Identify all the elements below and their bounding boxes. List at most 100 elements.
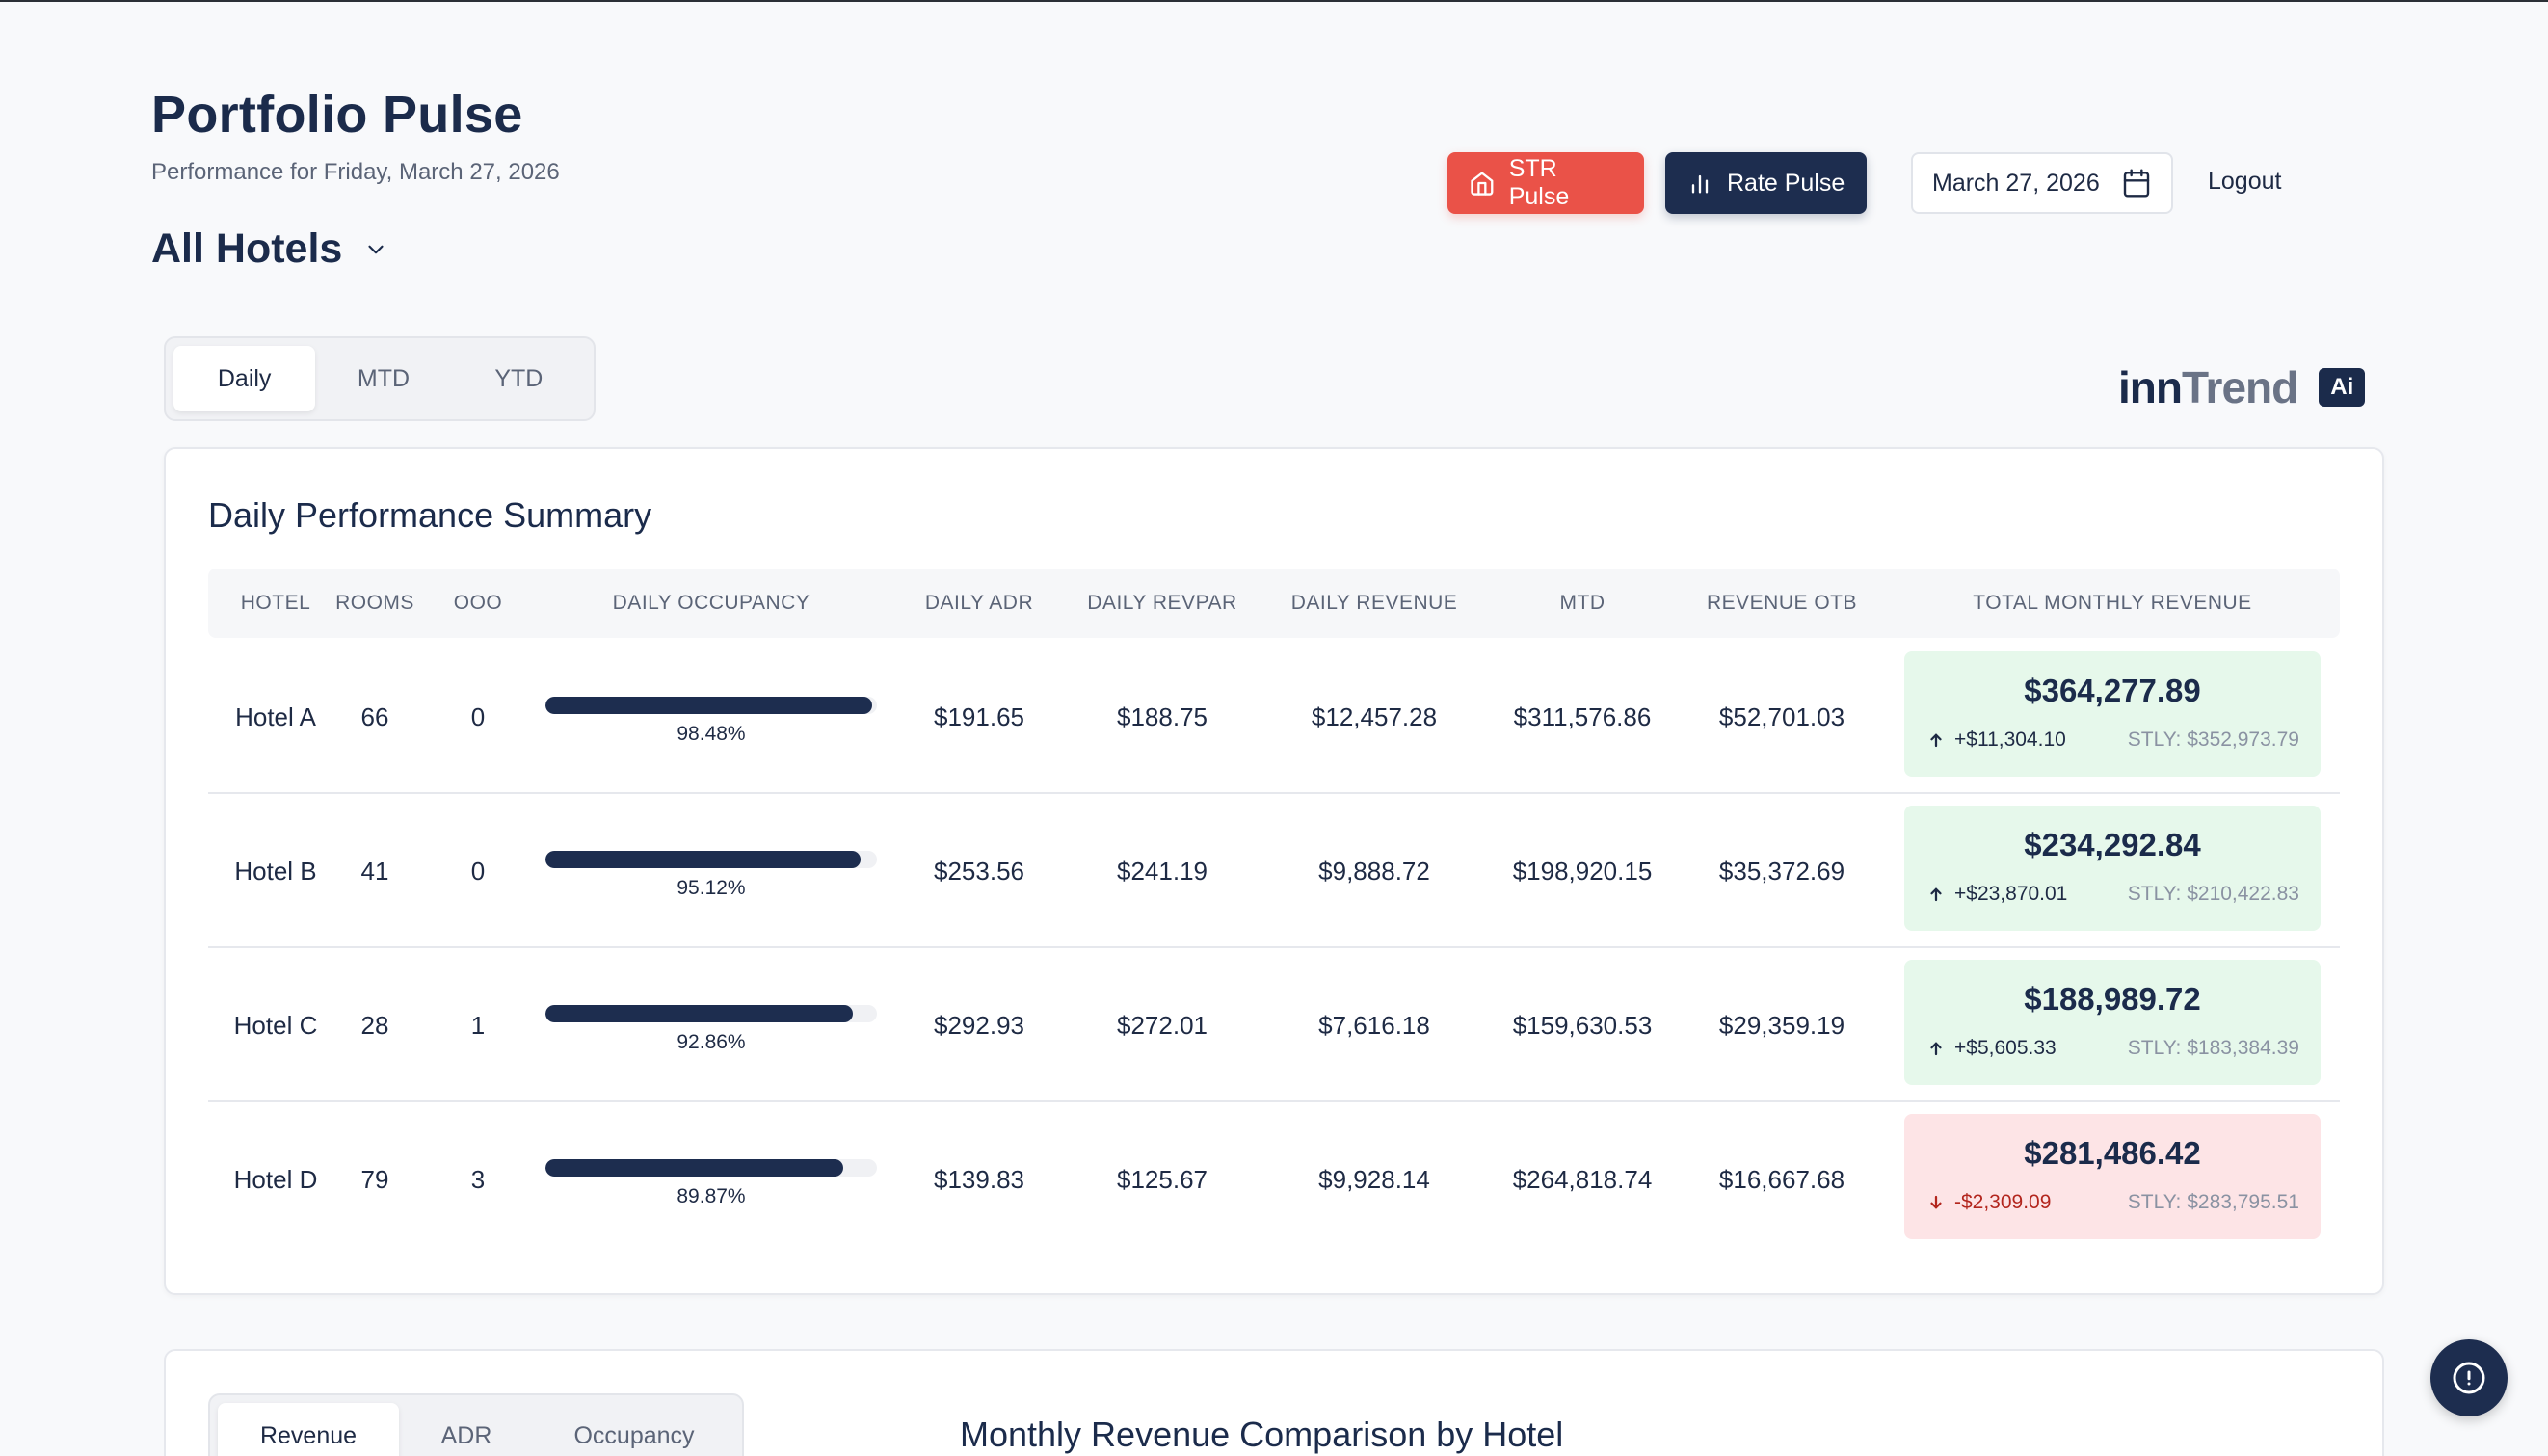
cell-revpar: $188.75: [1117, 702, 1208, 731]
cell-adr: $139.83: [934, 1165, 1024, 1194]
occupancy-bar-fill: [545, 851, 862, 868]
arrow-up-icon: [1930, 887, 1942, 902]
table-row: Hotel D 79 3 $139.83 $125.67 $9,928.14 $264,81…: [208, 1102, 2340, 1257]
cell-mtd: $311,576.86: [1513, 702, 1652, 731]
occupancy-bar: [545, 851, 877, 868]
total-revenue-delta: -$2,309.09: [1927, 1191, 2051, 1214]
cell-revpar: $272.01: [1117, 1011, 1208, 1040]
occupancy-bar: [545, 1159, 877, 1177]
tab-ytd[interactable]: YTD: [494, 364, 544, 392]
delta-value: -$2,309.09: [1954, 1191, 2052, 1213]
daily-performance-card: Daily Performance Summary HOTEL ROOMS OO…: [164, 447, 2384, 1295]
col-ooo: OOO: [453, 592, 503, 614]
cell-otb: $35,372.69: [1718, 857, 1845, 886]
cell-adr: $253.56: [934, 857, 1024, 886]
table-header: HOTEL ROOMS OOO DAILY OCCUPANCY DAILY AD…: [208, 569, 2340, 638]
cell-otb: $29,359.19: [1718, 1011, 1845, 1040]
alert-circle-icon: [2453, 1362, 2485, 1394]
delta-value: +$11,304.10: [1954, 728, 2066, 751]
cell-revenue: $12,457.28: [1311, 702, 1438, 731]
total-revenue-delta: +$11,304.10: [1927, 728, 2066, 752]
logo-wordmark: innTrend: [2118, 361, 2298, 413]
occupancy-value: 95.12%: [677, 877, 746, 899]
total-revenue-amount: $364,277.89: [2024, 673, 2201, 708]
period-tabs: Daily MTD YTD: [164, 336, 596, 421]
tab-adr[interactable]: ADR: [440, 1421, 492, 1449]
cell-mtd: $264,818.74: [1512, 1165, 1653, 1194]
cell-revenue: $9,928.14: [1318, 1165, 1430, 1194]
str-pulse-button[interactable]: STR Pulse: [1447, 152, 1644, 214]
cell-otb: $52,701.03: [1718, 702, 1845, 731]
total-revenue-card: $364,277.89 +$11,304.10 STLY: $352,973.7…: [1904, 651, 2321, 777]
cell-rooms: 41: [360, 857, 389, 886]
arrow-down-icon: [1930, 1195, 1942, 1209]
date-picker-value: March 27, 2026: [1932, 169, 2100, 197]
stly-value: STLY: $352,973.79: [2127, 728, 2299, 751]
cell-mtd: $159,630.53: [1512, 1011, 1653, 1040]
tab-mtd[interactable]: MTD: [357, 364, 411, 392]
logo-inn: inn: [2118, 362, 2183, 412]
page-title: Portfolio Pulse: [151, 86, 523, 144]
cell-rooms: 66: [360, 702, 389, 731]
col-daily-revenue: DAILY REVENUE: [1290, 592, 1458, 614]
cell-hotel: Hotel B: [234, 857, 317, 886]
logout-link[interactable]: Logout: [2208, 168, 2282, 195]
cell-mtd: $198,920.15: [1512, 857, 1653, 886]
col-rooms: ROOMS: [335, 592, 414, 614]
col-daily-occupancy: DAILY OCCUPANCY: [612, 592, 810, 614]
stly-value: STLY: $183,384.39: [2127, 1037, 2299, 1059]
delta-value: +$5,605.33: [1954, 1037, 2057, 1059]
cell-otb: $16,667.68: [1718, 1165, 1845, 1194]
total-revenue-card: $281,486.42 -$2,309.09 STLY: $283,795.51: [1904, 1114, 2321, 1239]
metric-tabs: Revenue ADR Occupancy: [208, 1393, 744, 1456]
cell-adr: $191.65: [934, 702, 1024, 731]
revenue-comparison-card: Revenue ADR Occupancy Monthly Revenue Co…: [164, 1349, 2384, 1456]
table-row: Hotel B 41 0 $253.56 $241.19 $9,888.72 $198,92…: [208, 794, 2340, 948]
date-picker[interactable]: March 27, 2026: [1911, 152, 2173, 214]
total-revenue-delta: +$5,605.33: [1927, 1037, 2057, 1060]
total-revenue-card: $234,292.84 +$23,870.01 STLY: $210,422.8…: [1904, 806, 2321, 931]
total-revenue-amount: $234,292.84: [2024, 827, 2201, 862]
stly-value: STLY: $210,422.83: [2127, 883, 2299, 905]
cell-adr: $292.93: [934, 1011, 1024, 1040]
col-total-monthly-revenue: TOTAL MONTHLY REVENUE: [1973, 592, 2252, 614]
col-hotel: HOTEL: [240, 592, 311, 614]
cell-revpar: $241.19: [1117, 857, 1208, 886]
delta-value: +$23,870.01: [1954, 883, 2068, 905]
cell-rooms: 79: [360, 1165, 389, 1194]
help-button[interactable]: [2430, 1339, 2508, 1416]
calendar-icon: [2123, 169, 2150, 198]
col-daily-revpar: DAILY REVPAR: [1087, 592, 1237, 614]
total-revenue-amount: $281,486.42: [2024, 1135, 2201, 1171]
cell-ooo: 1: [470, 1011, 486, 1040]
cell-revenue: $7,616.18: [1318, 1011, 1430, 1040]
table-row: Hotel A 66 0 $191.65 $188.75 $12,457.28 $311,5…: [208, 640, 2340, 794]
comparison-title: Monthly Revenue Comparison by Hotel: [960, 1415, 1564, 1454]
cell-rooms: 28: [360, 1011, 389, 1040]
occupancy-bar-fill: [545, 697, 872, 714]
rate-pulse-button[interactable]: Rate Pulse: [1665, 152, 1867, 214]
occupancy-bar-fill: [545, 1005, 854, 1022]
tab-occupancy[interactable]: Occupancy: [573, 1421, 695, 1449]
cell-ooo: 0: [470, 702, 486, 731]
rate-pulse-label: Rate Pulse: [1727, 169, 1845, 197]
hotel-selector[interactable]: All Hotels: [151, 225, 388, 273]
occupancy-value: 92.86%: [677, 1031, 746, 1053]
total-revenue-amount: $188,989.72: [2024, 981, 2201, 1017]
cell-revenue: $9,888.72: [1318, 857, 1430, 886]
tab-revenue[interactable]: Revenue: [218, 1403, 399, 1456]
hotel-selector-label: All Hotels: [151, 225, 343, 272]
inntrend-logo: innTrend Ai: [2118, 361, 2366, 413]
table-row: Hotel C 28 1 $292.93 $272.01 $7,616.18 $159,63…: [208, 948, 2340, 1102]
bar-chart-icon: [1691, 174, 1709, 194]
total-revenue-delta: +$23,870.01: [1927, 883, 2067, 906]
stly-value: STLY: $283,795.51: [2127, 1191, 2299, 1213]
page-subtitle: Performance for Friday, March 27, 2026: [151, 159, 560, 185]
cell-hotel: Hotel D: [233, 1165, 318, 1194]
occupancy-value: 98.48%: [677, 723, 746, 745]
tab-daily[interactable]: Daily: [173, 346, 316, 411]
occupancy-bar: [545, 1005, 877, 1022]
cell-ooo: 0: [470, 857, 486, 886]
occupancy-bar: [545, 697, 877, 714]
occupancy-value: 89.87%: [677, 1185, 746, 1207]
